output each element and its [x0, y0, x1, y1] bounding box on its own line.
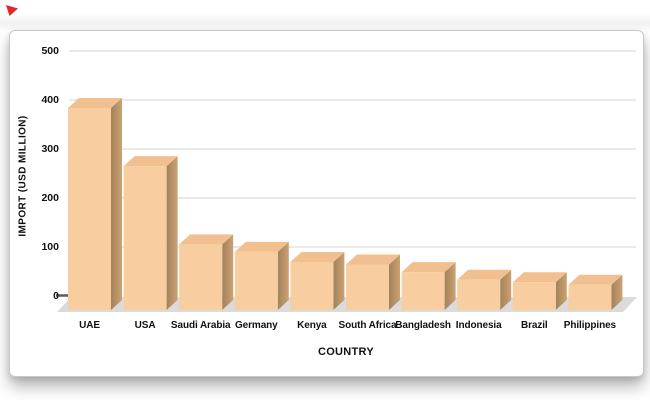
bar-indonesia — [457, 269, 512, 310]
bar-usa — [123, 156, 178, 310]
chart-panel: IMPORT (USD MILLION) 0 100 200 300 400 500 UA… — [9, 30, 644, 377]
bar-brazil — [512, 272, 567, 310]
y-axis-title: IMPORT (USD MILLION) — [17, 115, 29, 237]
bar-saudi-arabia — [179, 234, 234, 310]
bar-south-africa — [346, 254, 400, 310]
x-category-label-philippines: Philippines — [563, 320, 617, 331]
x-category-label-saudi-arabia: Saudi Arabia — [170, 320, 231, 331]
x-category-label-south-africa: South Africa — [338, 320, 397, 331]
bar-kenya — [290, 252, 345, 310]
y-tick-label-500: 500 — [41, 45, 59, 57]
y-tick-label-0: 0 — [53, 290, 59, 302]
x-category-label-germany: Germany — [234, 320, 278, 331]
bar-germany — [234, 241, 289, 310]
x-category-label-kenya: Kenya — [297, 320, 327, 331]
bar-philippines — [568, 274, 623, 310]
y-tick-label-300: 300 — [41, 143, 59, 155]
red-marker-icon — [6, 5, 18, 16]
x-category-label-uae: UAE — [79, 320, 100, 331]
x-axis-title: COUNTRY — [317, 346, 375, 358]
x-category-label-bangladesh: Bangladesh — [395, 320, 451, 331]
top-gradient-band — [0, 13, 650, 30]
x-category-label-indonesia: Indonesia — [455, 320, 502, 331]
bar-uae — [68, 98, 122, 310]
y-tick-label-400: 400 — [41, 94, 59, 106]
x-category-label-brazil: Brazil — [520, 320, 548, 331]
bar-bangladesh — [401, 262, 456, 310]
bar-chart-plot — [56, 50, 637, 312]
y-tick-label-200: 200 — [41, 192, 59, 204]
x-category-label-usa: USA — [134, 320, 156, 331]
y-tick-label-100: 100 — [41, 241, 59, 253]
